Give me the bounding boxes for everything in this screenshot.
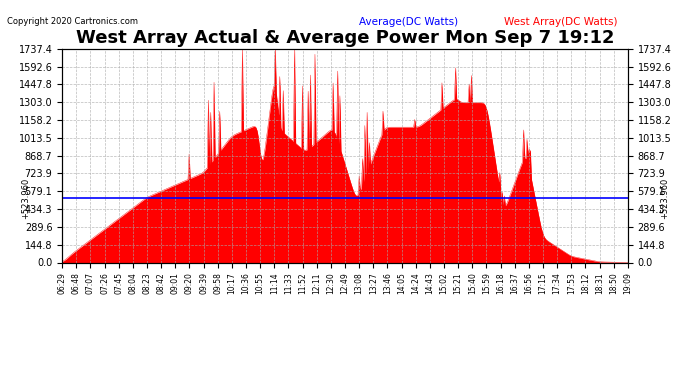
Text: West Array(DC Watts): West Array(DC Watts): [504, 17, 617, 27]
Text: Average(DC Watts): Average(DC Watts): [359, 17, 458, 27]
Title: West Array Actual & Average Power Mon Sep 7 19:12: West Array Actual & Average Power Mon Se…: [76, 29, 614, 47]
Text: +523.960: +523.960: [21, 177, 30, 219]
Text: +523.960: +523.960: [660, 177, 669, 219]
Text: Copyright 2020 Cartronics.com: Copyright 2020 Cartronics.com: [7, 17, 138, 26]
